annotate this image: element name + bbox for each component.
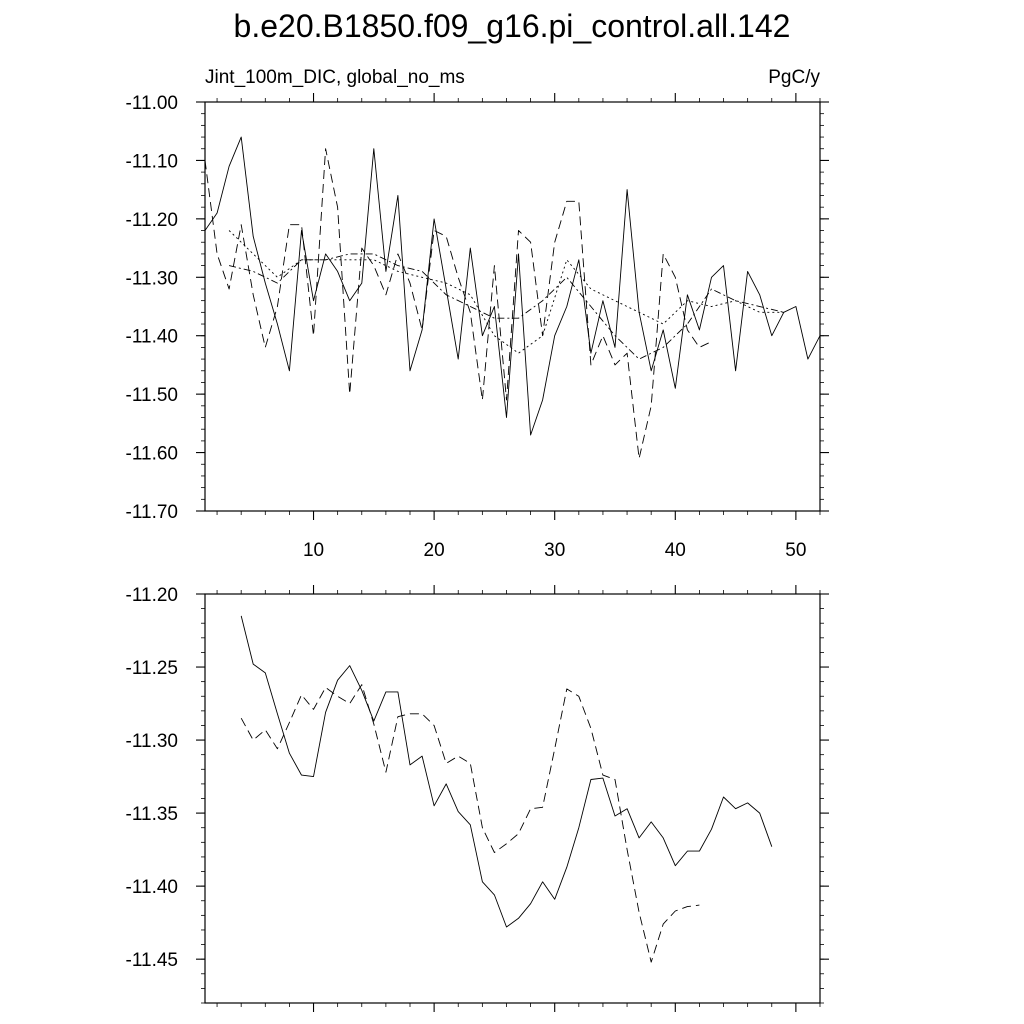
y-tick-label: -11.20 — [126, 210, 178, 231]
series-line-dot — [228, 230, 784, 354]
chart-subtitle-left: Jint_100m_DIC, global_no_ms — [205, 67, 465, 88]
chart-subtitle-right: PgC/y — [768, 67, 820, 88]
plot-frame — [204, 101, 821, 512]
y-tick-label: -11.00 — [126, 93, 178, 114]
series-line-solid — [205, 136, 820, 436]
y-tick-label: -11.45 — [126, 950, 178, 971]
x-tick-label: 10 — [303, 540, 324, 561]
y-tick-label: -11.70 — [126, 502, 178, 523]
y-tick-label: -11.35 — [126, 804, 178, 825]
y-tick-label: -11.20 — [126, 585, 178, 606]
bottom-panel: -11.20 -11.25 -11.30 -11.35 -11.40 -11.45 — [126, 585, 829, 1012]
y-tick-label: -11.30 — [126, 268, 178, 289]
series-line-dash — [205, 148, 712, 459]
series-line-dashdot — [228, 253, 784, 360]
x-tick-label: 50 — [785, 540, 806, 561]
y-tick-label: -11.40 — [126, 327, 178, 348]
y-tick-label: -11.25 — [126, 658, 178, 679]
top-panel: -11.00 -11.10 -11.20 -11.30 -11.40 -11.50 -11.… — [126, 93, 829, 561]
x-tick-label: 40 — [665, 540, 686, 561]
chart-title: b.e20.B1850.f09_g16.pi_control.all.142 — [234, 8, 791, 44]
y-tick-label: -11.10 — [126, 151, 178, 172]
y-tick-label: -11.50 — [126, 385, 178, 406]
x-tick-label: 30 — [544, 540, 565, 561]
y-tick-label: -11.30 — [126, 731, 178, 752]
y-tick-label: -11.40 — [126, 877, 178, 898]
x-tick-label: 20 — [424, 540, 445, 561]
y-tick-label: -11.60 — [126, 444, 178, 465]
series-line-dash — [240, 684, 700, 963]
plot-frame — [204, 593, 821, 1004]
series-line-solid — [240, 615, 773, 928]
